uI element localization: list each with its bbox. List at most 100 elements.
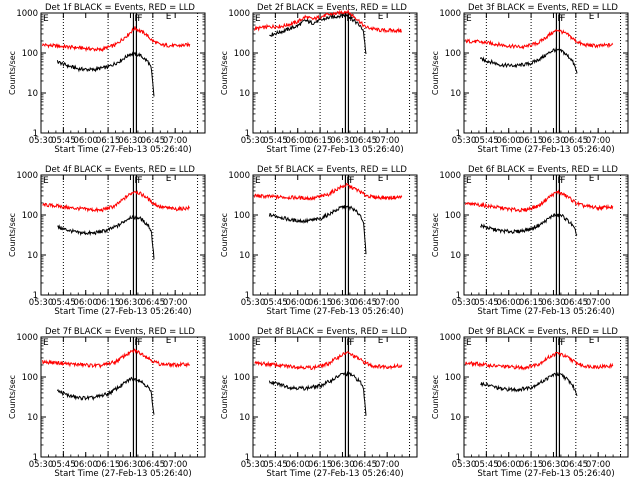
x-tick-label: 07:00 — [163, 460, 188, 470]
marker-label: E — [589, 12, 595, 22]
x-tick-label: 06:15 — [308, 136, 333, 146]
y-tick-label: 10 — [27, 251, 38, 261]
marker-label: F — [137, 338, 142, 348]
x-axis-label: Start Time (27-Feb-13 05:26:40) — [266, 469, 403, 479]
y-tick-label: 1 — [456, 453, 461, 463]
lld-rate-line — [42, 26, 191, 53]
x-tick-label: 05:30 — [452, 298, 477, 308]
marker-label: F — [346, 176, 351, 186]
y-tick-label: 1 — [456, 291, 461, 301]
x-axis-label: Start Time (27-Feb-13 05:26:40) — [54, 307, 191, 317]
x-tick-label: 07:00 — [586, 298, 611, 308]
x-tick-label: 06:30 — [118, 460, 143, 470]
marker-label: F — [557, 14, 562, 24]
y-tick-label: 1 — [456, 129, 461, 139]
panel-title: Det 4f BLACK = Events, RED = LLD — [45, 165, 195, 175]
x-tick-label: 05:30 — [29, 298, 54, 308]
panel-title: Det 8f BLACK = Events, RED = LLD — [257, 327, 407, 337]
marker-label: E — [166, 12, 172, 22]
edge-marker-label: E — [466, 14, 472, 24]
marker-label: F — [346, 14, 351, 24]
events-rate-line — [480, 212, 578, 237]
y-axis-label: Counts/sec — [431, 213, 440, 257]
x-tick-label: 06:00 — [496, 298, 521, 308]
y-tick-label: 1 — [33, 453, 38, 463]
marker-label: F — [560, 338, 565, 348]
events-rate-line — [479, 46, 578, 74]
x-tick-label: 07:00 — [375, 460, 400, 470]
marker-label: F — [134, 176, 139, 186]
x-tick-label: 07:00 — [375, 136, 400, 146]
y-tick-label: 1000 — [16, 171, 38, 181]
x-tick-label: 05:30 — [241, 298, 266, 308]
edge-marker-label: E — [255, 176, 261, 186]
x-tick-label: 07:00 — [375, 298, 400, 308]
x-tick-label: 06:30 — [118, 298, 143, 308]
x-tick-label: 07:00 — [163, 136, 188, 146]
x-tick-label: 06:00 — [285, 460, 310, 470]
x-tick-label: 06:15 — [96, 136, 121, 146]
marker-label: F — [137, 176, 142, 186]
y-tick-label: 1000 — [228, 333, 250, 343]
x-tick-label: 05:45 — [474, 136, 499, 146]
y-tick-label: 10 — [27, 413, 38, 423]
y-tick-label: 1000 — [439, 333, 461, 343]
y-tick-label: 100 — [22, 211, 38, 221]
detector-panel-7: Det 7f BLACK = Events, RED = LLD 1 10 100 10… — [8, 327, 206, 479]
x-tick-label: 06:00 — [285, 136, 310, 146]
x-tick-label: 05:30 — [29, 136, 54, 146]
detector-panel-3: Det 3f BLACK = Events, RED = LLD 1 10 100 10… — [431, 3, 629, 155]
marker-label: F — [349, 338, 354, 348]
y-tick-label: 10 — [450, 413, 461, 423]
x-tick-label: 05:45 — [474, 460, 499, 470]
y-tick-label: 10 — [239, 89, 250, 99]
y-tick-label: 1000 — [439, 171, 461, 181]
y-axis-label: Counts/sec — [8, 51, 17, 95]
y-tick-label: 1 — [245, 129, 250, 139]
y-tick-label: 1 — [33, 129, 38, 139]
x-tick-label: 06:15 — [519, 136, 544, 146]
x-tick-label: 06:45 — [141, 298, 166, 308]
x-axis-label: Start Time (27-Feb-13 05:26:40) — [477, 469, 614, 479]
lld-rate-line — [42, 190, 190, 214]
marker-label: E — [589, 336, 595, 346]
edge-marker-label: E — [466, 338, 472, 348]
marker-label: F — [560, 176, 565, 186]
x-tick-label: 06:30 — [118, 136, 143, 146]
lld-rate-line — [42, 348, 191, 369]
events-rate-line — [56, 376, 155, 415]
plot-frame — [40, 12, 206, 134]
edge-marker-label: E — [466, 176, 472, 186]
detector-panel-5: Det 5f BLACK = Events, RED = LLD 1 10 100 10… — [220, 165, 418, 317]
x-axis-label: Start Time (27-Feb-13 05:26:40) — [54, 145, 191, 155]
lld-rate-line — [465, 352, 614, 371]
events-rate-line — [269, 12, 367, 55]
x-tick-label: 05:30 — [241, 460, 266, 470]
detector-panel-2: Det 2f BLACK = Events, RED = LLD 1 10 100 10… — [220, 3, 418, 155]
marker-label: F — [346, 338, 351, 348]
y-tick-label: 1 — [33, 291, 38, 301]
x-tick-label: 06:30 — [541, 298, 566, 308]
plot-frame — [40, 174, 206, 296]
y-tick-label: 100 — [445, 373, 461, 383]
y-tick-label: 100 — [234, 373, 250, 383]
y-tick-label: 1 — [245, 291, 250, 301]
panel-title: Det 7f BLACK = Events, RED = LLD — [45, 327, 195, 337]
marker-label: F — [560, 14, 565, 24]
x-tick-label: 06:00 — [285, 298, 310, 308]
y-tick-label: 1000 — [228, 9, 250, 19]
x-tick-label: 06:30 — [330, 136, 355, 146]
x-tick-label: 06:45 — [353, 136, 378, 146]
x-tick-label: 07:00 — [586, 460, 611, 470]
marker-label: F — [557, 338, 562, 348]
x-tick-label: 05:45 — [474, 298, 499, 308]
marker-label: F — [134, 338, 139, 348]
x-tick-label: 05:45 — [51, 460, 76, 470]
x-axis-label: Start Time (27-Feb-13 05:26:40) — [266, 307, 403, 317]
panel-title: Det 2f BLACK = Events, RED = LLD — [257, 3, 407, 13]
marker-label: E — [378, 12, 384, 22]
x-tick-label: 06:30 — [541, 136, 566, 146]
y-tick-label: 100 — [445, 211, 461, 221]
x-tick-label: 06:15 — [308, 298, 333, 308]
x-tick-label: 05:45 — [51, 136, 76, 146]
